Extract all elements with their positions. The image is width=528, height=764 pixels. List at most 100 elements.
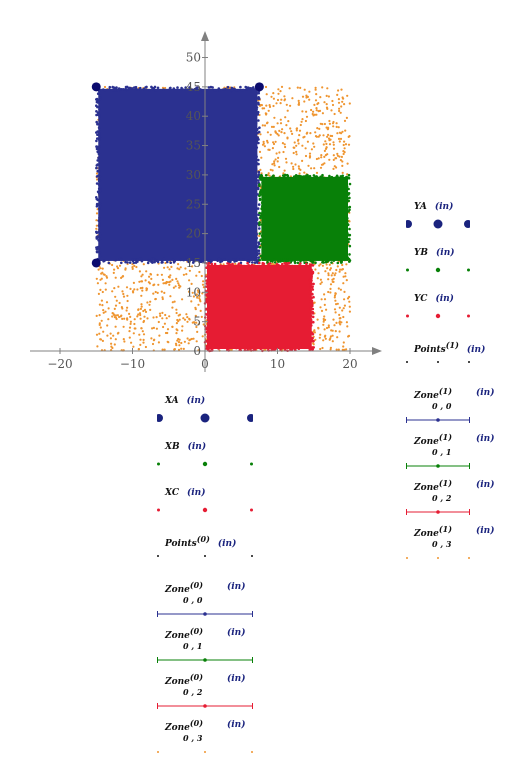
- region-b-point: [261, 205, 264, 208]
- point-marker: [317, 327, 320, 330]
- point-marker: [198, 294, 201, 298]
- region-b-point: [326, 260, 329, 263]
- point-marker: [161, 278, 164, 281]
- region-b-point: [283, 176, 286, 179]
- point-marker: [150, 337, 153, 340]
- region-a-point: [98, 216, 101, 220]
- point-marker: [344, 275, 347, 278]
- region-a-point: [162, 88, 165, 91]
- region-c-point: [207, 324, 210, 328]
- point-marker: [121, 317, 124, 320]
- point-marker: [165, 282, 168, 285]
- point-marker: [175, 332, 178, 335]
- point-marker: [186, 316, 189, 319]
- point-marker: [259, 168, 262, 171]
- point-marker: [328, 143, 332, 146]
- region-b-point: [258, 232, 262, 235]
- region-a-point: [98, 233, 102, 236]
- point-marker: [185, 273, 188, 276]
- region-a-point: [142, 87, 145, 91]
- point-marker: [345, 348, 348, 351]
- point-marker: [99, 338, 103, 341]
- y-tick-label: 35: [186, 139, 201, 153]
- point-marker: [338, 155, 341, 158]
- region-b-point: [295, 175, 299, 179]
- region-a-point: [255, 108, 258, 111]
- region-a-point: [98, 94, 102, 97]
- region-c-point: [308, 292, 312, 295]
- legend-label: Zone(1) 0 , 0 (in): [414, 386, 495, 411]
- region-a-point: [124, 87, 127, 91]
- point-marker: [202, 286, 205, 289]
- region-a-point: [253, 258, 257, 262]
- point-marker: [280, 85, 284, 88]
- legend-entry-xc: XC (in): [157, 488, 255, 534]
- point-marker: [265, 104, 268, 107]
- point-marker: [150, 277, 153, 280]
- region-a-point: [256, 113, 260, 116]
- legend-sample: [406, 361, 470, 363]
- point-marker: [329, 335, 332, 338]
- region-a-point: [95, 235, 98, 239]
- region-a-point: [257, 158, 260, 162]
- point-marker: [316, 318, 319, 321]
- legend-label: Zone(0) 0 , 0 (in): [165, 580, 246, 605]
- region-b-point: [327, 177, 330, 180]
- point-marker: [278, 151, 281, 154]
- region-a-point: [95, 145, 98, 148]
- point-marker: [303, 135, 306, 138]
- point-marker: [107, 318, 110, 321]
- point-marker: [202, 280, 205, 283]
- region-a-point: [257, 170, 261, 174]
- point-marker: [331, 334, 334, 337]
- legend-sample: [157, 461, 253, 467]
- region-c-point: [293, 264, 297, 268]
- point-marker: [112, 271, 115, 274]
- region-a-point: [226, 85, 230, 89]
- point-marker: [341, 309, 344, 312]
- region-a-point: [249, 87, 253, 90]
- region-c-point: [312, 320, 315, 324]
- point-marker: [338, 313, 341, 316]
- point-marker: [304, 119, 307, 123]
- point-marker: [346, 94, 349, 97]
- point-marker: [121, 307, 124, 310]
- point-marker: [132, 345, 135, 348]
- point-marker: [327, 290, 330, 294]
- point-marker: [264, 85, 268, 89]
- region-a-point: [254, 223, 257, 226]
- point-marker: [123, 340, 126, 343]
- point-marker: [279, 90, 282, 93]
- point-marker: [113, 343, 116, 346]
- region-c-point: [308, 310, 312, 314]
- region-c-point: [206, 335, 209, 339]
- region-a-point: [97, 246, 101, 250]
- point-marker: [148, 275, 151, 278]
- point-marker: [338, 107, 341, 110]
- point-marker: [268, 104, 271, 107]
- point-marker: [167, 341, 170, 344]
- region-c-point: [273, 347, 277, 351]
- point-marker: [344, 129, 347, 132]
- point-marker: [115, 299, 118, 302]
- region-a-point: [97, 187, 101, 191]
- legend-entry-zone00-1: Zone(1) 0 , 0 (in): [406, 386, 495, 432]
- point-marker: [306, 131, 309, 134]
- point-marker: [318, 336, 321, 339]
- point-marker: [338, 306, 341, 309]
- legend-entry-zone02-1: Zone(1) 0 , 2 (in): [406, 478, 494, 524]
- point-marker: [116, 265, 119, 268]
- region-a-point: [255, 140, 258, 143]
- point-marker: [140, 305, 143, 308]
- point-marker: [333, 296, 336, 299]
- legend-label: XB (in): [165, 442, 207, 452]
- region-a-point: [95, 113, 98, 117]
- region-a-point: [114, 86, 118, 90]
- point-marker: [184, 267, 187, 270]
- region-b-point: [317, 258, 321, 261]
- point-marker: [106, 334, 109, 337]
- point-marker: [348, 300, 351, 303]
- region-a-point: [107, 261, 111, 265]
- point-marker: [288, 87, 291, 90]
- point-marker: [105, 301, 109, 304]
